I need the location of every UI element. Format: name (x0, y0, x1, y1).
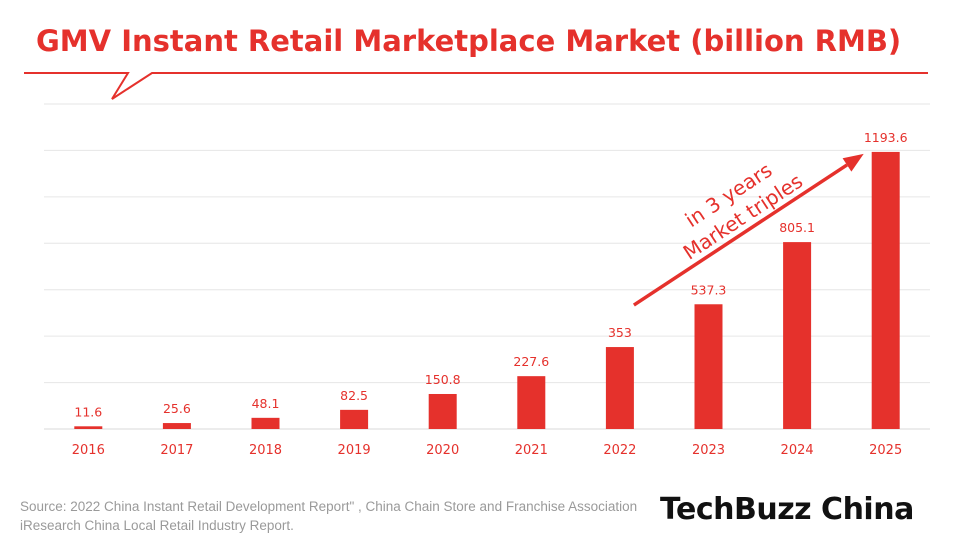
data-label-2020: 150.8 (425, 372, 461, 387)
bar-2017 (162, 423, 191, 429)
data-label-2023: 537.3 (691, 282, 727, 297)
bar-2021 (517, 376, 546, 429)
bar-2018 (251, 417, 280, 429)
bar-2019 (340, 409, 369, 429)
bar-chart: 11.6 2016 25.6 2017 48.1 2018 82.5 2019 150.8 202… (44, 103, 930, 458)
bar-2024 (783, 242, 812, 429)
bar-2025 (871, 151, 900, 429)
x-tick-2017: 2017 (160, 443, 193, 458)
brand-logo: TechBuzz China (660, 492, 914, 527)
x-tick-2022: 2022 (603, 443, 636, 458)
x-tick-2025: 2025 (869, 443, 902, 458)
chart-title: GMV Instant Retail Marketplace Market (b… (36, 24, 902, 58)
data-label-2019: 82.5 (340, 388, 368, 403)
bar-2016 (74, 426, 103, 429)
x-tick-2018: 2018 (249, 443, 282, 458)
x-tick-2021: 2021 (515, 443, 548, 458)
bar-2023 (694, 304, 723, 429)
data-label-2024: 805.1 (779, 220, 815, 235)
data-label-2021: 227.6 (513, 354, 549, 369)
bar-2022 (605, 347, 634, 429)
source-note: Source: 2022 China Instant Retail Develo… (20, 499, 638, 533)
data-label-2017: 25.6 (163, 401, 191, 416)
data-label-2018: 48.1 (252, 396, 280, 411)
x-tick-2024: 2024 (781, 443, 814, 458)
x-tick-2023: 2023 (692, 443, 725, 458)
trend-arrow-shaft (632, 163, 848, 307)
bar-2020 (428, 393, 457, 429)
title-underline (24, 72, 928, 100)
data-label-2022: 353 (608, 325, 632, 340)
trend-arrow-head (842, 153, 864, 172)
data-label-2025: 1193.6 (864, 130, 908, 145)
data-label-2016: 11.6 (74, 404, 102, 419)
x-tick-2020: 2020 (426, 443, 459, 458)
x-tick-2019: 2019 (338, 443, 371, 458)
x-tick-2016: 2016 (72, 443, 105, 458)
